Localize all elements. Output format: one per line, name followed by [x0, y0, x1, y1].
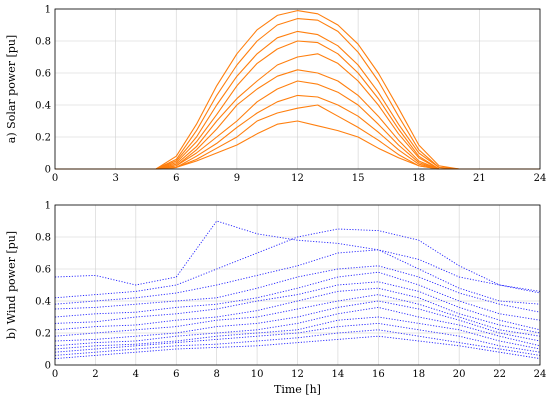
y-tick-label: 0 — [45, 165, 51, 176]
wind-y-ticks: 0 0.2 0.4 0.6 0.8 1 — [35, 201, 51, 372]
wind-axes-frame — [54, 204, 541, 366]
x-tick-label: 4 — [133, 369, 139, 380]
y-tick-label: 0.6 — [35, 265, 51, 276]
x-tick-label: 16 — [372, 369, 385, 380]
x-tick-label: 8 — [213, 369, 219, 380]
y-tick-label: 0.2 — [35, 133, 51, 144]
x-tick-label: 14 — [332, 369, 345, 380]
solar-y-axis-label: a) Solar power [pu] — [5, 35, 18, 143]
x-tick-label: 9 — [234, 173, 240, 184]
x-tick-label: 0 — [52, 173, 58, 184]
y-tick-label: 0.4 — [35, 297, 51, 308]
y-tick-label: 1 — [45, 201, 51, 212]
x-tick-label: 18 — [412, 173, 425, 184]
x-tick-label: 12 — [291, 173, 304, 184]
x-tick-label: 20 — [453, 369, 466, 380]
y-tick-label: 0.8 — [35, 233, 51, 244]
x-tick-label: 22 — [493, 369, 506, 380]
wind-series-line-4 — [54, 271, 541, 321]
x-tick-label: 3 — [112, 173, 118, 184]
wind-series-line-7 — [54, 294, 541, 337]
wind-series-line-8 — [54, 300, 541, 342]
x-tick-label: 0 — [52, 369, 58, 380]
x-tick-label: 12 — [291, 369, 304, 380]
x-tick-label: 10 — [251, 369, 264, 380]
solar-axes-frame — [54, 8, 541, 170]
wind-series-line-0 — [54, 220, 541, 305]
x-tick-label: 24 — [534, 369, 547, 380]
wind-y-axis-label: b) Wind power [pu] — [5, 231, 18, 339]
y-tick-label: 0 — [45, 361, 51, 372]
solar-x-ticks: 0 3 6 9 12 15 18 21 24 — [52, 173, 547, 184]
y-tick-label: 1 — [45, 5, 51, 16]
solar-y-ticks: 0 0.2 0.4 0.6 0.8 1 — [35, 5, 51, 176]
wind-series-line-9 — [54, 306, 541, 347]
x-tick-label: 18 — [412, 369, 425, 380]
wind-series-line-3 — [54, 265, 541, 313]
wind-x-ticks: 0 2 4 6 8 10 12 14 16 18 20 22 24 — [52, 369, 547, 380]
solar-power-panel: 0 3 6 9 12 15 18 21 24 0 0.2 0.4 0.6 0.8 1 a) Solar p… — [5, 5, 546, 185]
wind-series-line-2 — [54, 249, 541, 305]
wind-series-line-12 — [54, 329, 541, 356]
x-tick-label: 6 — [173, 173, 179, 184]
wind-series-line-11 — [54, 322, 541, 353]
x-tick-label: 24 — [534, 173, 547, 184]
y-tick-label: 0.8 — [35, 37, 51, 48]
x-tick-label: 6 — [173, 369, 179, 380]
time-x-axis-label: Time [h] — [274, 383, 321, 396]
wind-series-group — [54, 220, 541, 360]
x-tick-label: 15 — [352, 173, 365, 184]
x-tick-label: 2 — [92, 369, 98, 380]
x-tick-label: 21 — [473, 173, 486, 184]
wind-power-panel: 0 2 4 6 8 10 12 14 16 18 20 22 24 00.20.40.60.81 b) … — [5, 201, 546, 397]
wind-series-line-5 — [54, 281, 541, 331]
wind-series-line-1 — [54, 228, 541, 299]
y-tick-label: 0.4 — [35, 101, 51, 112]
y-tick-label: 0.6 — [35, 69, 51, 80]
solar-grid — [54, 8, 541, 170]
wind-series-line-6 — [54, 287, 541, 334]
y-tick-label: 0.2 — [35, 329, 51, 340]
